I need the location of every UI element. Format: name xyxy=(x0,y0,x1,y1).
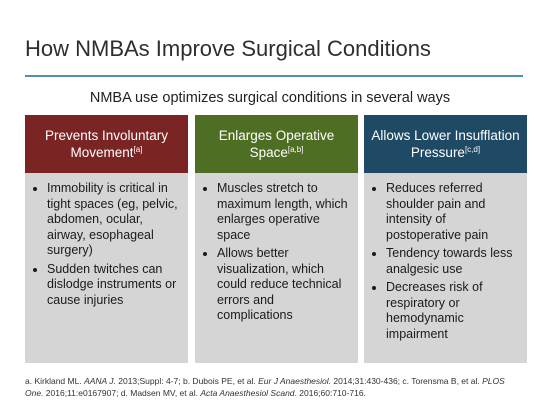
bullet-list: Muscles stretch to maximum length, which… xyxy=(195,173,358,324)
column-heading-ref: [a,b] xyxy=(287,145,304,154)
column-enlarges-space: Enlarges Operative Space[a,b] Muscles st… xyxy=(195,115,358,363)
column-lower-insufflation: Allows Lower Insufflation Pressure[c,d] … xyxy=(364,115,527,363)
list-item: Reduces referred shoulder pain and inten… xyxy=(386,181,519,243)
list-item: Muscles stretch to maximum length, which… xyxy=(217,181,350,243)
reference-text: 2013;Suppl: 4-7; b. Dubois PE, et al. xyxy=(115,376,259,386)
column-prevents-movement: Prevents Involuntary Movement[a] Immobil… xyxy=(25,115,188,363)
reference-text: 2016;60:710-716. xyxy=(296,388,366,398)
column-heading: Prevents Involuntary Movement[a] xyxy=(25,115,188,173)
journal-name: AANA J. xyxy=(84,376,116,386)
reference-text: a. Kirkland ML. xyxy=(25,376,85,386)
list-item: Decreases risk of respiratory or hemodyn… xyxy=(386,280,519,342)
column-heading-ref: [a] xyxy=(133,145,143,154)
slide-title: How NMBAs Improve Surgical Conditions xyxy=(25,36,431,61)
journal-name: Acta Anaesthesiol Scand. xyxy=(200,388,297,398)
bullet-list: Immobility is critical in tight spaces (… xyxy=(25,173,188,308)
list-item: Tendency towards less analgesic use xyxy=(386,246,519,277)
list-item: Allows better visualization, which could… xyxy=(217,246,350,324)
reference-text: 2014;31:430-436; c. Torensma B, et al. xyxy=(331,376,483,386)
column-heading-text: Allows Lower Insufflation Pressure xyxy=(371,128,520,160)
column-heading-text: Enlarges Operative Space xyxy=(218,128,335,160)
bullet-list: Reduces referred shoulder pain and inten… xyxy=(364,173,527,342)
list-item: Sudden twitches can dislodge instruments… xyxy=(47,262,180,309)
column-heading-text: Prevents Involuntary Movement xyxy=(44,128,169,160)
column-heading: Allows Lower Insufflation Pressure[c,d] xyxy=(364,115,527,173)
reference-text: 2016;11:e0167907; d. Madsen MV, et al. xyxy=(43,388,201,398)
slide-subtitle: NMBA use optimizes surgical conditions i… xyxy=(89,90,451,106)
column-heading-ref: [c,d] xyxy=(464,145,481,154)
journal-name: Eur J Anaesthesiol. xyxy=(258,376,332,386)
references: a. Kirkland ML. AANA J. 2013;Suppl: 4-7;… xyxy=(25,375,525,399)
column-heading: Enlarges Operative Space[a,b] xyxy=(195,115,358,173)
list-item: Immobility is critical in tight spaces (… xyxy=(47,181,180,259)
journal-name: PLOS One. xyxy=(25,376,505,398)
title-divider xyxy=(25,75,523,77)
